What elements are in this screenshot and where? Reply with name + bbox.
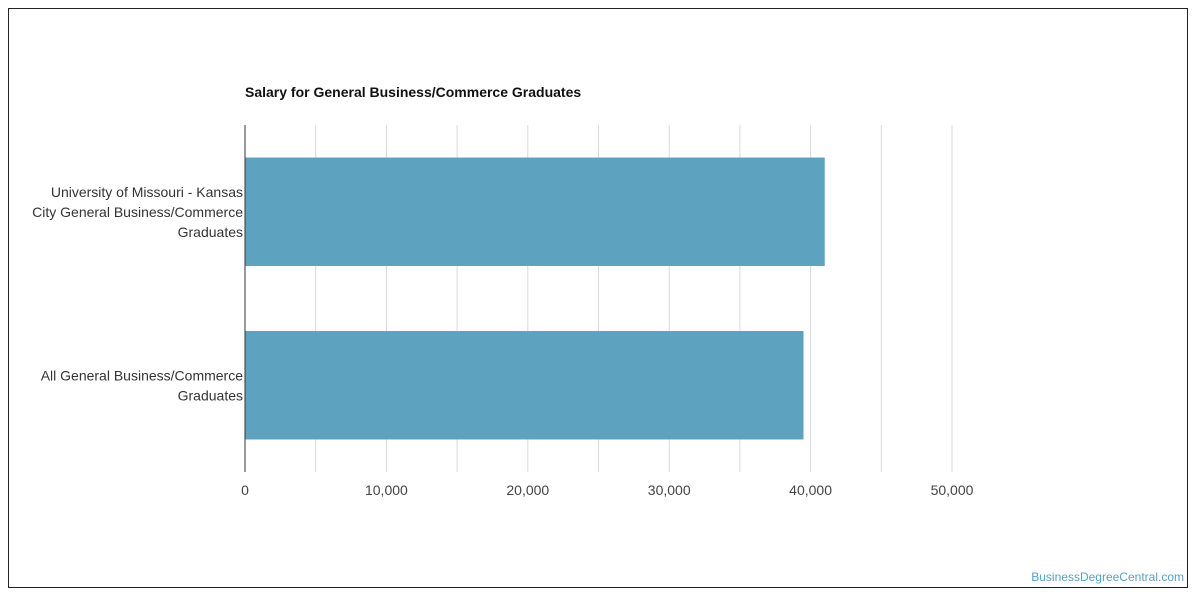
x-tick-label: 0 <box>241 482 249 498</box>
labels: University of Missouri - Kansas City Gene… <box>32 184 973 498</box>
bars <box>245 157 825 440</box>
category-label-line: Graduates <box>178 224 243 240</box>
category-label-line: City General Business/Commerce <box>32 204 243 220</box>
x-tick-label: 30,000 <box>648 482 691 498</box>
x-tick-label: 10,000 <box>365 482 408 498</box>
x-tick-label: 40,000 <box>789 482 832 498</box>
watermark-link[interactable]: BusinessDegreeCentral.com <box>1031 570 1184 584</box>
bar-0[interactable] <box>245 157 825 266</box>
x-tick-label: 50,000 <box>931 482 974 498</box>
x-tick-label: 20,000 <box>506 482 549 498</box>
category-label-line: University of Missouri - Kansas <box>51 184 243 200</box>
category-label-line: All General Business/Commerce <box>41 367 244 383</box>
category-label: University of Missouri - Kansas City Gene… <box>32 184 243 240</box>
bar-1[interactable] <box>245 331 804 440</box>
chart-title: Salary for General Business/Commerce Gra… <box>245 84 582 100</box>
category-label-line: Graduates <box>178 387 243 403</box>
category-label: All General Business/Commerce Graduates <box>41 367 244 403</box>
